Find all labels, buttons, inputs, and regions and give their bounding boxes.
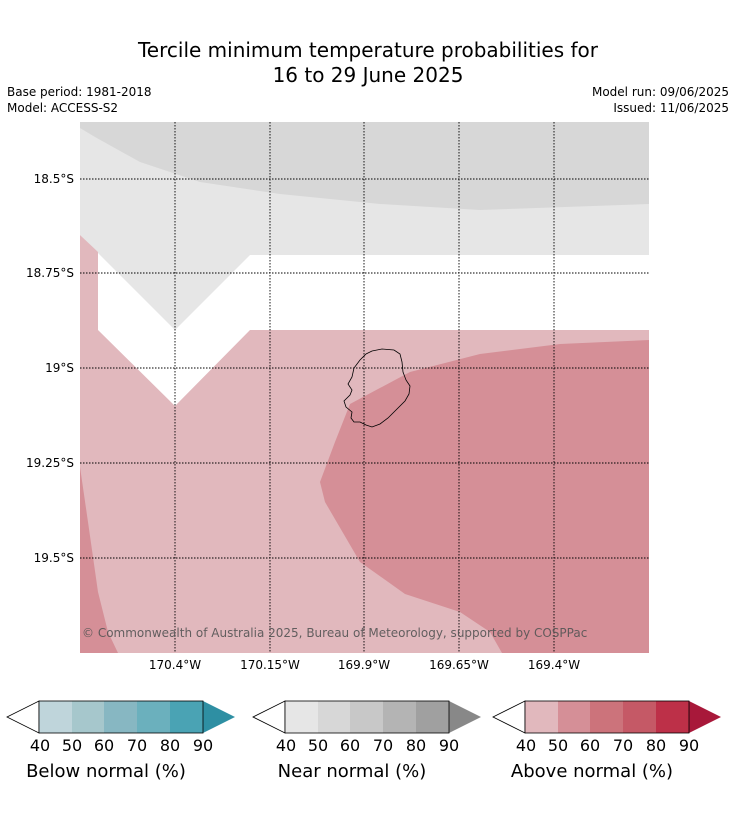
legend-above-normal: 40 50 60 70 80 90 Above normal (%) xyxy=(492,700,724,782)
map-canvas xyxy=(80,122,649,653)
swatch-60 xyxy=(104,701,137,733)
colorbar-near-normal xyxy=(252,700,481,734)
lat-label-18-5: 18.5°S xyxy=(33,172,74,186)
above-normal-50-sw-region xyxy=(80,467,118,653)
tick-label: 80 xyxy=(159,736,181,755)
base-period: Base period: 1981-2018 xyxy=(7,85,152,99)
swatch-40 xyxy=(39,701,72,733)
colorbar-swatches xyxy=(525,701,689,733)
tick-label: 60 xyxy=(579,736,601,755)
tick-label: 50 xyxy=(61,736,83,755)
tick-label: 70 xyxy=(612,736,634,755)
near-normal-50-region xyxy=(80,122,649,210)
swatch-50 xyxy=(558,701,590,733)
swatch-50 xyxy=(72,701,104,733)
swatch-60 xyxy=(350,701,383,733)
model-run: Model run: 09/06/2025 xyxy=(591,85,729,99)
tick-label: 90 xyxy=(438,736,460,755)
legend-near-normal: 40 50 60 70 80 90 Near normal (%) xyxy=(252,700,484,782)
tick-label: 70 xyxy=(126,736,148,755)
swatch-60 xyxy=(590,701,623,733)
swatch-80 xyxy=(656,701,689,733)
lat-label-19: 19°S xyxy=(45,361,74,375)
issued-date: Issued: 11/06/2025 xyxy=(613,101,729,115)
lon-label-170-4: 170.4°W xyxy=(148,658,202,672)
swatch-70 xyxy=(623,701,656,733)
colorbar-lower-extend xyxy=(492,700,526,734)
swatch-40 xyxy=(525,701,558,733)
colorbar-above-normal xyxy=(492,700,721,734)
legend-caption: Below normal (%) xyxy=(26,761,186,782)
tick-label: 90 xyxy=(192,736,214,755)
swatch-70 xyxy=(383,701,416,733)
tick-label: 40 xyxy=(29,736,51,755)
map-title: Tercile minimum temperature probabilitie… xyxy=(0,38,736,88)
model-name: Model: ACCESS-S2 xyxy=(7,101,119,115)
tick-label: 50 xyxy=(547,736,569,755)
meta-right: Model run: 09/06/2025 Issued: 11/06/2025 xyxy=(592,84,729,116)
swatch-70 xyxy=(137,701,170,733)
lon-label-169-4: 169.4°W xyxy=(527,658,581,672)
colorbar-upper-extend xyxy=(449,701,481,733)
colorbar-frame xyxy=(38,700,204,734)
lon-label-169-9: 169.9°W xyxy=(337,658,391,672)
copyright-notice: © Commonwealth of Australia 2025, Bureau… xyxy=(82,626,588,640)
graticule xyxy=(80,122,649,653)
lat-label-19-25: 19.25°S xyxy=(26,456,74,470)
title-line-2: 16 to 29 June 2025 xyxy=(272,63,464,87)
tick-label: 70 xyxy=(372,736,394,755)
lon-label-169-65: 169.65°W xyxy=(429,658,489,672)
colorbar-swatches xyxy=(39,701,203,733)
colorbar-frame xyxy=(524,700,690,734)
colorbar-swatches xyxy=(285,701,449,733)
probability-map xyxy=(80,122,649,653)
colorbar-upper-extend xyxy=(689,701,721,733)
swatch-80 xyxy=(170,701,203,733)
legend-caption: Above normal (%) xyxy=(510,761,674,782)
lon-label-170-15: 170.15°W xyxy=(240,658,300,672)
colorbar-upper-extend xyxy=(203,701,235,733)
tick-label: 80 xyxy=(405,736,427,755)
colorbar-lower-extend xyxy=(6,700,40,734)
colorbar-lower-extend xyxy=(252,700,286,734)
title-line-1: Tercile minimum temperature probabilitie… xyxy=(137,38,599,62)
tick-label: 40 xyxy=(515,736,537,755)
legend-below-normal: 40 50 60 70 80 90 Below normal (%) xyxy=(6,700,238,782)
tick-label: 40 xyxy=(275,736,297,755)
tick-label: 90 xyxy=(678,736,700,755)
lat-label-19-5: 19.5°S xyxy=(33,551,74,565)
above-normal-50-region xyxy=(320,340,649,653)
legend-caption: Near normal (%) xyxy=(277,761,427,782)
meta-left: Base period: 1981-2018 Model: ACCESS-S2 xyxy=(7,84,152,116)
tick-label: 80 xyxy=(645,736,667,755)
tick-label: 50 xyxy=(307,736,329,755)
tick-label: 60 xyxy=(339,736,361,755)
swatch-40 xyxy=(285,701,318,733)
colorbar-below-normal xyxy=(6,700,235,734)
swatch-80 xyxy=(416,701,449,733)
lat-label-18-75: 18.75°S xyxy=(26,266,74,280)
tick-label: 60 xyxy=(93,736,115,755)
island-coastline xyxy=(343,348,411,428)
swatch-50 xyxy=(318,701,350,733)
colorbar-frame xyxy=(284,700,450,734)
